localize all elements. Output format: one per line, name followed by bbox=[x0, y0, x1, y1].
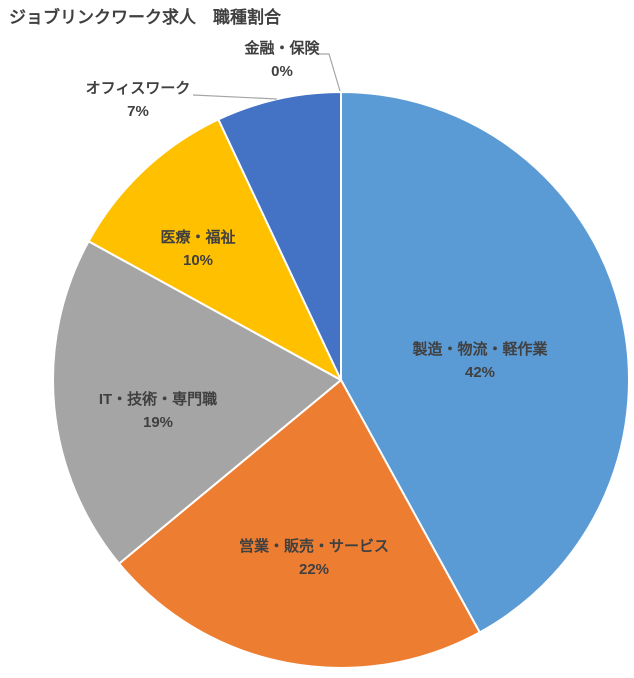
pie-slice-3 bbox=[87, 118, 342, 381]
leader-line-4 bbox=[192, 94, 278, 100]
pie-slice-2 bbox=[52, 240, 342, 565]
pie-slice-4 bbox=[217, 91, 342, 381]
chart-title: ジョブリンクワーク求人 職種割合 bbox=[9, 8, 281, 27]
pie-slice-0 bbox=[340, 91, 630, 634]
pie-slice-1 bbox=[118, 379, 481, 669]
leader-line-5 bbox=[316, 53, 341, 92]
